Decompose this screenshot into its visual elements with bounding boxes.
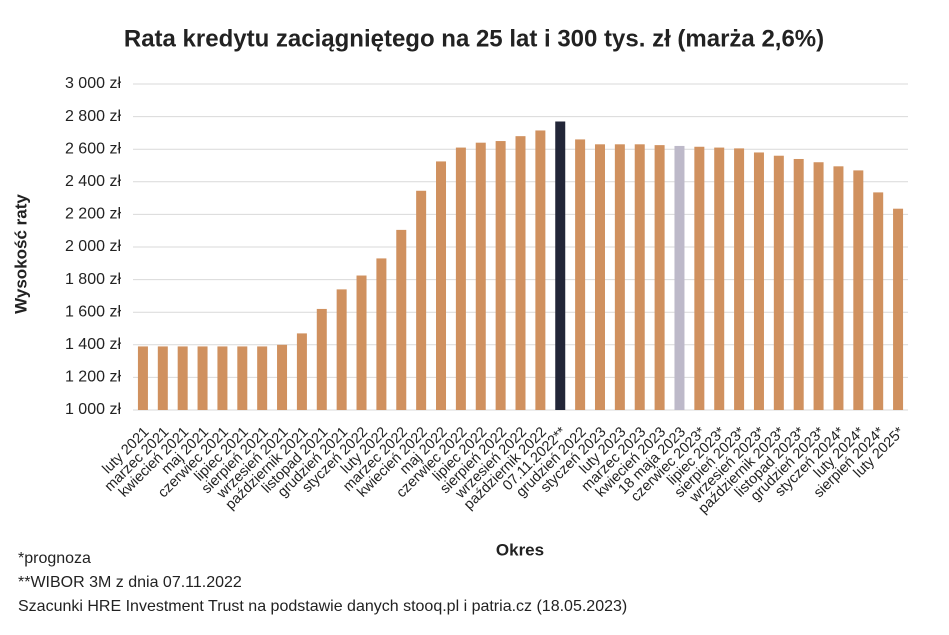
bar — [594, 144, 605, 410]
bar — [833, 166, 844, 410]
bar — [336, 289, 347, 410]
y-tick-label: 2 600 zł — [65, 140, 121, 157]
bar — [674, 145, 685, 410]
bar — [654, 145, 665, 410]
bar — [316, 308, 327, 410]
bar — [356, 275, 367, 410]
bar — [455, 147, 466, 410]
bar — [575, 139, 586, 411]
bar — [396, 229, 407, 410]
bar — [614, 144, 625, 410]
bar — [416, 190, 427, 410]
bar — [137, 346, 148, 410]
y-tick-label: 2 400 zł — [65, 173, 121, 190]
bar — [237, 346, 248, 410]
bar — [853, 170, 864, 410]
y-tick-label: 2 800 zł — [65, 108, 121, 125]
bar — [893, 208, 904, 410]
bar — [694, 146, 705, 410]
y-tick-label: 1 400 zł — [65, 336, 121, 353]
bar — [495, 141, 506, 411]
bar — [277, 344, 288, 410]
y-axis-label: Wysokość raty — [11, 194, 30, 314]
bar — [257, 346, 268, 410]
footnote: Szacunki HRE Investment Trust na podstaw… — [18, 598, 627, 615]
y-tick-label: 1 600 zł — [65, 303, 121, 320]
y-tick-label: 2 200 zł — [65, 206, 121, 223]
bar — [734, 148, 745, 410]
bar — [555, 121, 566, 411]
bar — [217, 346, 228, 410]
bar — [714, 147, 725, 410]
footnote: **WIBOR 3M z dnia 07.11.2022 — [18, 574, 242, 591]
bar — [773, 155, 784, 410]
bar — [296, 333, 307, 410]
bar — [475, 142, 486, 410]
bar — [634, 144, 645, 410]
x-axis-label: Okres — [496, 540, 544, 559]
y-tick-label: 3 000 zł — [65, 75, 121, 92]
y-tick-label: 1 000 zł — [65, 401, 121, 418]
bar — [753, 152, 764, 410]
bar — [535, 130, 546, 410]
y-tick-label: 1 200 zł — [65, 369, 121, 386]
bar — [177, 346, 188, 410]
bar — [197, 346, 208, 410]
bar — [813, 162, 824, 410]
y-tick-label: 2 000 zł — [65, 238, 121, 255]
footnote: *prognoza — [18, 550, 91, 567]
bar — [515, 136, 526, 410]
bar — [157, 346, 168, 410]
bar — [873, 192, 884, 410]
y-tick-label: 1 800 zł — [65, 271, 121, 288]
bar — [376, 258, 387, 410]
bar — [793, 158, 804, 410]
bar — [436, 161, 447, 410]
chart-title: Rata kredytu zaciągniętego na 25 lat i 3… — [124, 25, 824, 52]
